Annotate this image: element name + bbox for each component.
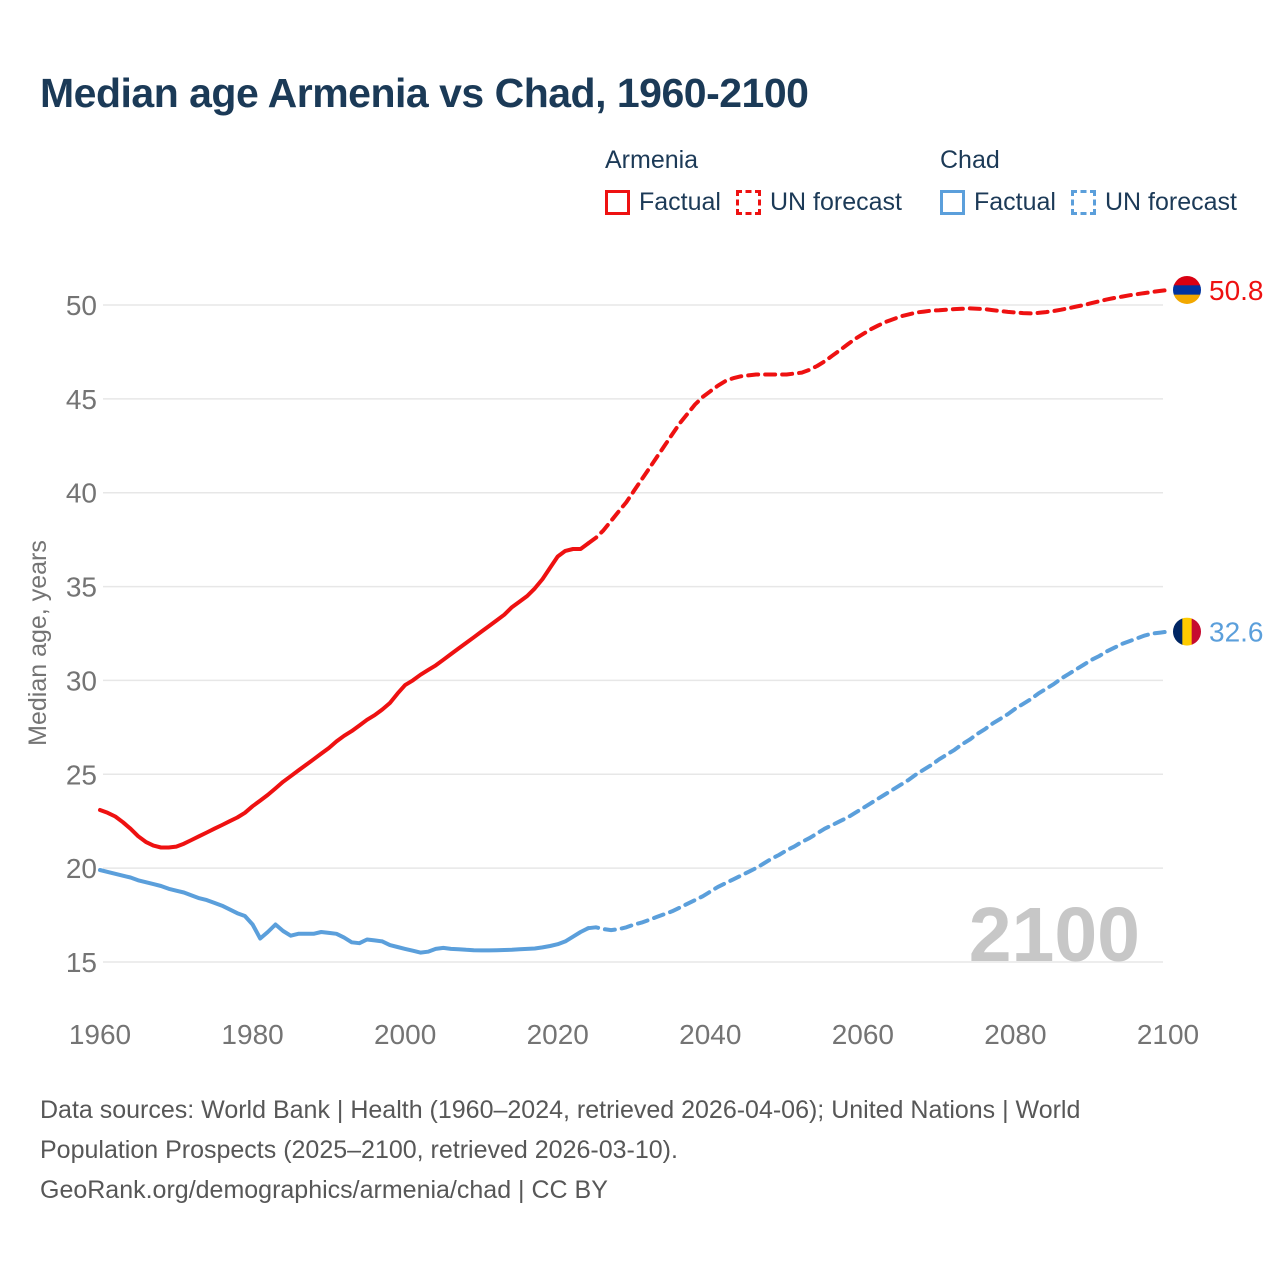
y-tick-15: 15	[66, 947, 97, 978]
footer-line-sources-2: Population Prospects (2025–2100, retriev…	[40, 1136, 678, 1164]
chad-forecast-swatch	[1070, 190, 1096, 215]
y-tick-30: 30	[66, 665, 97, 696]
armenia-flag-stripe	[1173, 294, 1201, 304]
chad-flag-stripe	[1191, 617, 1201, 646]
y-axis-title: Median age, years	[24, 540, 52, 746]
chad-end-value: 32.6	[1209, 617, 1264, 648]
x-tick-2080: 2080	[984, 1019, 1046, 1050]
chad-flag-marker	[1173, 617, 1201, 646]
footer-line-sources: Data sources: World Bank | Health (1960–…	[40, 1096, 1081, 1124]
armenia-forecast-swatch	[735, 190, 761, 215]
armenia-factual-label: Factual	[639, 188, 721, 216]
x-tick-1960: 1960	[69, 1019, 131, 1050]
chart-title: Median age Armenia vs Chad, 1960-2100	[40, 70, 809, 116]
armenia-flag-stripe	[1173, 275, 1201, 286]
chad-factual-swatch	[940, 190, 965, 215]
legend-chad-factual: Factual	[940, 188, 1056, 217]
armenia-factual-swatch	[605, 190, 630, 215]
armenia-forecast-label: UN forecast	[769, 188, 902, 216]
chad-flag-stripe	[1173, 617, 1183, 646]
chad-un-forecast-line	[586, 629, 1170, 933]
legend-armenia-forecast: UN forecast	[735, 188, 902, 217]
x-tick-1980: 1980	[221, 1019, 283, 1050]
y-tick-25: 25	[66, 759, 97, 790]
y-tick-45: 45	[66, 384, 97, 415]
armenia-factual-line	[98, 541, 591, 850]
x-tick-2000: 2000	[374, 1019, 436, 1050]
x-tick-2040: 2040	[679, 1019, 741, 1050]
chad-factual-line	[98, 868, 591, 955]
y-tick-40: 40	[66, 478, 97, 509]
chad-flag-stripe	[1182, 617, 1193, 646]
armenia-flag-stripe	[1173, 285, 1201, 296]
legend-chad-forecast: UN forecast	[1070, 188, 1237, 217]
legend-armenia-factual: Factual	[605, 188, 721, 217]
chad-forecast-label: UN forecast	[1104, 188, 1237, 216]
footer-line-attribution: GeoRank.org/demographics/armenia/chad | …	[40, 1176, 608, 1204]
legend-armenia-title: Armenia	[605, 146, 699, 174]
y-tick-50: 50	[66, 290, 97, 321]
armenia-flag-marker	[1173, 275, 1201, 304]
x-tick-2060: 2060	[832, 1019, 894, 1050]
x-tick-2100: 2100	[1137, 1019, 1199, 1050]
armenia-end-value: 50.8	[1209, 275, 1264, 306]
legend-armenia: Armenia Factual UN forecast	[605, 146, 902, 217]
y-tick-20: 20	[66, 853, 97, 884]
legend-chad-title: Chad	[940, 146, 1000, 174]
chad-factual-label: Factual	[974, 188, 1056, 216]
y-tick-35: 35	[66, 572, 97, 603]
legend-chad: Chad Factual UN forecast	[940, 146, 1237, 217]
x-tick-2020: 2020	[527, 1019, 589, 1050]
armenia-un-forecast-line	[586, 288, 1170, 546]
watermark-2100: 2100	[969, 892, 1140, 978]
footer: Data sources: World Bank | Health (1960–…	[40, 1090, 1080, 1210]
